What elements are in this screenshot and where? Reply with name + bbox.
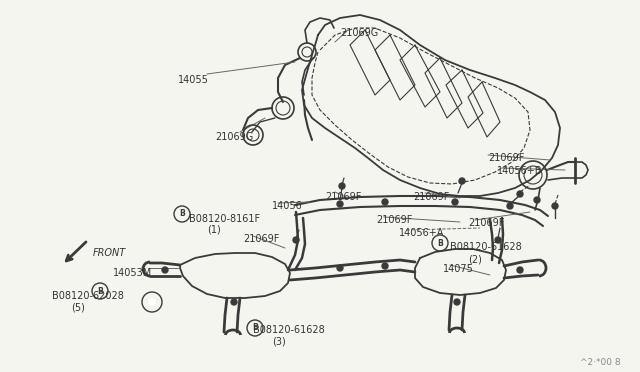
Text: (1): (1) bbox=[207, 225, 221, 235]
Circle shape bbox=[149, 299, 155, 305]
Text: ^2·*00 8: ^2·*00 8 bbox=[580, 358, 621, 367]
Text: B: B bbox=[97, 286, 103, 295]
Text: (5): (5) bbox=[71, 303, 85, 313]
Circle shape bbox=[337, 201, 343, 207]
Text: 21069F: 21069F bbox=[468, 218, 504, 228]
Text: B08120-62028: B08120-62028 bbox=[52, 291, 124, 301]
Text: 14056: 14056 bbox=[272, 201, 303, 211]
Text: B08120-61628: B08120-61628 bbox=[450, 242, 522, 252]
Circle shape bbox=[495, 237, 501, 243]
Text: 14056+B: 14056+B bbox=[497, 166, 543, 176]
Circle shape bbox=[339, 183, 345, 189]
Circle shape bbox=[454, 299, 460, 305]
Text: (3): (3) bbox=[272, 337, 285, 347]
Circle shape bbox=[293, 237, 299, 243]
Text: 14075: 14075 bbox=[443, 264, 474, 274]
Text: 21069F: 21069F bbox=[413, 192, 449, 202]
Text: 21069F: 21069F bbox=[325, 192, 362, 202]
Text: 21069G: 21069G bbox=[215, 132, 253, 142]
Text: FRONT: FRONT bbox=[93, 248, 126, 258]
Circle shape bbox=[382, 199, 388, 205]
Text: B: B bbox=[252, 324, 258, 333]
Text: B: B bbox=[437, 238, 443, 247]
Text: 14055: 14055 bbox=[178, 75, 209, 85]
Text: 21069F: 21069F bbox=[376, 215, 412, 225]
Circle shape bbox=[452, 199, 458, 205]
Circle shape bbox=[507, 203, 513, 209]
Text: 21069G: 21069G bbox=[340, 28, 378, 38]
Text: 21069F: 21069F bbox=[243, 234, 280, 244]
Text: B08120-61628: B08120-61628 bbox=[253, 325, 324, 335]
Text: B08120-8161F: B08120-8161F bbox=[189, 214, 260, 224]
Circle shape bbox=[552, 203, 558, 209]
Circle shape bbox=[162, 267, 168, 273]
Circle shape bbox=[517, 191, 523, 197]
Circle shape bbox=[382, 263, 388, 269]
Circle shape bbox=[534, 197, 540, 203]
Text: 14053M: 14053M bbox=[113, 268, 152, 278]
Text: 14056+A: 14056+A bbox=[399, 228, 444, 238]
Circle shape bbox=[337, 265, 343, 271]
Circle shape bbox=[459, 178, 465, 184]
Circle shape bbox=[231, 299, 237, 305]
Circle shape bbox=[517, 267, 523, 273]
Text: (2): (2) bbox=[468, 254, 482, 264]
Text: B: B bbox=[179, 209, 185, 218]
Text: 21069F: 21069F bbox=[488, 153, 524, 163]
